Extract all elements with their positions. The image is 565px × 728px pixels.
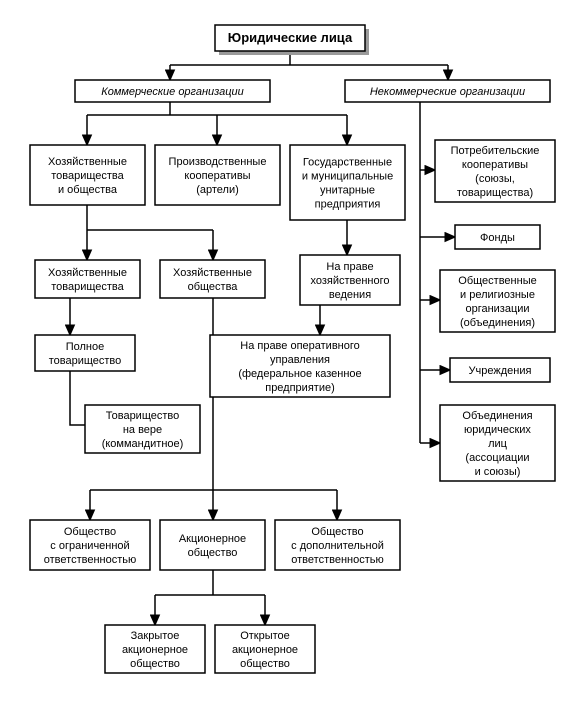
- node-c1b1-line-0: Общество: [64, 526, 116, 538]
- edge-16: [70, 371, 85, 425]
- node-c3: Государственные и муниципальные унитарные п…: [290, 145, 405, 220]
- node-c1b-line-0: Хозяйственные: [173, 267, 252, 279]
- node-commercial: Коммерческие организации: [75, 80, 270, 102]
- node-c1b: Хозяйственные общества: [160, 260, 265, 298]
- node-c1a1-line-1: товарищество: [49, 355, 122, 367]
- node-c1b3-line-0: Общество: [311, 526, 363, 538]
- node-n5-line-0: Объединения: [462, 410, 532, 422]
- node-c1-line-1: товарищества: [51, 170, 124, 182]
- node-n5-line-2: лиц: [488, 438, 508, 450]
- node-c1b1-line-2: ответственностью: [44, 554, 136, 566]
- node-c3-line-1: и муниципальные: [302, 171, 393, 183]
- node-c3-line-3: предприятия: [315, 199, 381, 211]
- node-c1: Хозяйственные товарищества и общества: [30, 145, 145, 205]
- node-c3-line-2: унитарные: [320, 185, 375, 197]
- node-n4-line-0: Учреждения: [469, 365, 532, 377]
- node-c1a-line-0: Хозяйственные: [48, 267, 127, 279]
- node-c1b2b-line-0: Открытое: [240, 630, 290, 642]
- node-c1b2: Акционерное общество: [160, 520, 265, 570]
- node-c1a1-line-0: Полное: [66, 341, 105, 353]
- node-c2-line-1: кооперативы: [184, 170, 250, 182]
- node-n5: Объединения юридических лиц (ассоциации и со…: [440, 405, 555, 481]
- node-n1-line-0: Потребительские: [451, 145, 540, 157]
- node-c3a-line-0: На праве: [326, 261, 373, 273]
- node-c3a-line-1: хозяйственного: [310, 275, 389, 287]
- node-c1b2-line-0: Акционерное: [179, 533, 246, 545]
- node-n5-line-3: (ассоциации: [465, 452, 529, 464]
- node-n3-line-1: и религиозные: [460, 289, 535, 301]
- node-n1-line-3: товарищества): [457, 187, 533, 199]
- node-root-line-0: Юридические лица: [228, 30, 353, 45]
- node-c1b2a: Закрытое акционерное общество: [105, 625, 205, 673]
- node-c1b2-line-1: общество: [188, 547, 238, 559]
- node-c1a2-line-0: Товарищество: [106, 410, 180, 422]
- node-noncommercial: Некоммерческие организации: [345, 80, 550, 102]
- node-c1b3-line-1: с дополнительной: [291, 540, 384, 552]
- node-c1b3-line-2: ответственностью: [291, 554, 383, 566]
- node-c2-line-2: (артели): [196, 184, 239, 196]
- node-c1b1-line-1: с ограниченной: [50, 540, 129, 552]
- node-n5-line-1: юридических: [464, 424, 531, 436]
- node-c1a: Хозяйственные товарищества: [35, 260, 140, 298]
- node-c2: Производственные кооперативы (артели): [155, 145, 280, 205]
- node-n1-line-1: кооперативы: [462, 159, 528, 171]
- diagram-canvas: Юридические лица Коммерческие организации…: [0, 0, 565, 728]
- node-c3b: На праве оперативного управления (федераль…: [210, 335, 390, 397]
- node-n2: Фонды: [455, 225, 540, 249]
- node-n3-line-3: (объединения): [460, 317, 535, 329]
- node-n3-line-2: организации: [465, 303, 529, 315]
- node-noncommercial-line-0: Некоммерческие организации: [370, 86, 525, 98]
- node-c2-line-0: Производственные: [169, 156, 267, 168]
- node-n3-line-0: Общественные: [458, 275, 536, 287]
- node-c1b1: Общество с ограниченной ответственностью: [30, 520, 150, 570]
- node-c3a: На праве хозяйственного ведения: [300, 255, 400, 305]
- node-c1b3: Общество с дополнительной ответственностью: [275, 520, 400, 570]
- node-n2-line-0: Фонды: [480, 232, 515, 244]
- node-c1a2: Товарищество на вере (коммандитное): [85, 405, 200, 453]
- node-root: Юридические лица: [215, 25, 369, 55]
- node-c1b2a-line-0: Закрытое: [131, 630, 180, 642]
- node-commercial-line-0: Коммерческие организации: [101, 86, 244, 98]
- node-c1b2a-line-2: общество: [130, 658, 180, 670]
- node-c1-line-2: и общества: [58, 184, 118, 196]
- node-c1b2b: Открытое акционерное общество: [215, 625, 315, 673]
- node-c1b2b-line-2: общество: [240, 658, 290, 670]
- node-c1b-line-1: общества: [188, 281, 239, 293]
- node-c1b2b-line-1: акционерное: [232, 644, 298, 656]
- node-n4: Учреждения: [450, 358, 550, 382]
- node-c1a2-line-1: на вере: [123, 424, 162, 436]
- node-c1a-line-1: товарищества: [51, 281, 124, 293]
- node-c1a1: Полное товарищество: [35, 335, 135, 371]
- node-c3b-line-0: На праве оперативного: [240, 340, 360, 352]
- node-c3-line-0: Государственные: [303, 157, 392, 169]
- node-n1: Потребительские кооперативы (союзы, товарищ…: [435, 140, 555, 202]
- node-c3b-line-2: (федеральное казенное: [238, 368, 361, 380]
- node-c3b-line-1: управления: [270, 354, 330, 366]
- node-c1b2a-line-1: акционерное: [122, 644, 188, 656]
- node-n5-line-4: и союзы): [475, 466, 521, 478]
- node-n1-line-2: (союзы,: [475, 173, 515, 185]
- node-c3b-line-3: предприятие): [265, 382, 335, 394]
- node-n3: Общественные и религиозные организации (объ…: [440, 270, 555, 332]
- node-c1-line-0: Хозяйственные: [48, 156, 127, 168]
- nodes-layer: Юридические лица Коммерческие организации…: [30, 25, 555, 673]
- node-c3a-line-2: ведения: [329, 289, 371, 301]
- node-c1a2-line-2: (коммандитное): [102, 438, 184, 450]
